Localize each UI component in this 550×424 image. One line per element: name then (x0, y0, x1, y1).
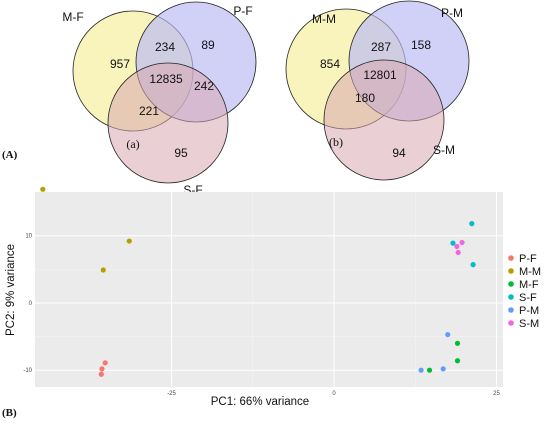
venn-left-set-label-1: M-F (62, 10, 83, 24)
data-point-p-f (102, 360, 108, 366)
grid-layer (35, 192, 503, 387)
venn-right-set-label-3: S-M (433, 143, 455, 157)
data-point-s-m (454, 243, 460, 250)
x-tick-label: -25 (167, 391, 176, 397)
venn-left-pair-12: 234 (155, 40, 175, 54)
data-point-s-m (455, 249, 461, 256)
legend-key-p-m (508, 307, 514, 313)
data-point-s-f (469, 221, 475, 227)
legend-key-s-f (508, 294, 514, 300)
data-point-m-f (454, 358, 461, 364)
points-layer (40, 186, 476, 377)
venn-left-set-label-2: P-F (233, 4, 252, 18)
venn-right-sub-label: (b) (329, 135, 343, 149)
legend-label-s-m: S-M (519, 318, 539, 330)
data-point-p-f (99, 366, 105, 372)
venn-right-pair-12: 287 (371, 40, 391, 54)
venn-right-all: 12801 (363, 68, 397, 82)
venn-left-sub-label: (a) (126, 137, 139, 151)
data-point-p-m (445, 331, 451, 338)
x-axis-title: PC1: 66% variance (211, 396, 309, 408)
legend-label-p-m: P-M (519, 305, 539, 317)
panel-label-b: (B) (2, 407, 17, 419)
venn-left-only-2: 89 (201, 38, 215, 52)
legend-key-s-m (508, 320, 514, 326)
data-point-p-f (98, 371, 104, 377)
y-axis-title: PC2: 9% variance (5, 244, 17, 336)
venn-left-circle-3 (107, 62, 229, 184)
venn-left-pair-13: 221 (139, 104, 159, 118)
data-point-s-f (450, 240, 456, 246)
legend-key-p-f (508, 255, 514, 261)
plot-panel (35, 192, 503, 387)
data-point-m-m (100, 267, 106, 273)
data-point-s-m (459, 239, 465, 246)
data-point-p-m (440, 366, 446, 372)
panel-label-a: (A) (2, 149, 18, 161)
data-point-m-f (426, 367, 433, 373)
legend-label-s-f: S-F (519, 292, 537, 304)
venn-left-only-3: 95 (174, 146, 188, 160)
venn-left-only-1: 957 (110, 57, 130, 71)
y-tick-label: 10 (25, 234, 32, 240)
venn-right-set-label-2: P-M (441, 6, 463, 20)
tick-layer: -25 0 25 -10 0 10 (23, 234, 500, 397)
data-point-m-f (454, 340, 461, 346)
legend: P-FM-MM-FS-FP-MS-M (508, 253, 541, 330)
venn-left-all: 12835 (149, 72, 183, 86)
venn-left-pair-23: 242 (194, 79, 214, 93)
venn-right-only-1: 854 (320, 57, 340, 71)
venn-right-only-2: 158 (411, 38, 431, 52)
legend-label-m-m: M-M (519, 266, 541, 278)
venn-right-pair-13: 180 (355, 91, 375, 105)
data-point-m-m (40, 186, 46, 192)
legend-key-m-f (508, 281, 514, 287)
venn-right: M-M P-M S-M 854 158 94 287 180 12801 (b) (285, 0, 470, 181)
legend-key-m-m (508, 268, 514, 274)
x-tick-label: 0 (332, 391, 336, 397)
x-tick-label: 25 (493, 391, 500, 397)
data-point-m-m (126, 238, 132, 244)
legend-label-m-f: M-F (519, 279, 539, 291)
venn-right-circle-3 (323, 59, 445, 181)
pca-chart: -25 0 25 -10 0 10 PC1: 66% variance PC2: 9% v… (5, 186, 541, 408)
venn-right-set-label-1: M-M (312, 12, 336, 26)
data-point-s-f (470, 262, 476, 268)
data-point-p-m (418, 367, 424, 373)
y-tick-label: 0 (29, 301, 33, 307)
venn-left: M-F P-F S-F 957 89 95 234 221 242 12835 … (62, 1, 257, 197)
venn-right-only-3: 94 (392, 146, 406, 160)
y-tick-label: -10 (23, 368, 32, 374)
legend-label-p-f: P-F (519, 253, 537, 265)
